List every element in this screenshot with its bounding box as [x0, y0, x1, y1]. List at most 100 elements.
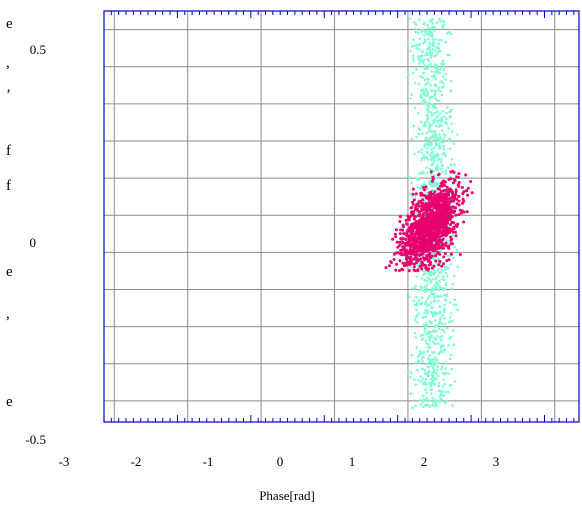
point-cyan [449, 263, 453, 266]
point-cyan [446, 106, 449, 109]
point-cyan [437, 47, 441, 50]
point-cyan [434, 402, 438, 405]
point-magenta [431, 249, 435, 253]
point-magenta [436, 219, 440, 223]
point-cyan [419, 380, 423, 383]
point-cyan [452, 256, 455, 260]
point-magenta [414, 236, 418, 240]
point-cyan [414, 383, 417, 387]
point-cyan [440, 116, 443, 119]
point-cyan [429, 53, 433, 56]
point-cyan [438, 311, 442, 315]
point-cyan [438, 147, 441, 150]
point-magenta [445, 207, 448, 211]
point-cyan [427, 101, 431, 105]
point-cyan [441, 19, 444, 22]
point-cyan [436, 335, 439, 338]
point-cyan [419, 120, 423, 124]
point-cyan [434, 97, 437, 100]
point-magenta [411, 187, 415, 191]
point-cyan [424, 327, 427, 330]
point-cyan [430, 306, 434, 310]
point-cyan [417, 44, 421, 47]
point-cyan [410, 371, 413, 375]
point-cyan [434, 319, 437, 322]
point-cyan [415, 275, 419, 278]
point-cyan [415, 346, 419, 350]
point-magenta [415, 244, 418, 248]
point-cyan [421, 351, 425, 355]
point-magenta [407, 269, 411, 273]
point-cyan [420, 29, 423, 32]
point-cyan [426, 297, 430, 300]
point-cyan [437, 288, 441, 291]
point-cyan [420, 101, 424, 105]
point-magenta [451, 230, 455, 234]
point-cyan [432, 330, 436, 334]
point-magenta [421, 203, 425, 206]
point-cyan [422, 273, 425, 276]
point-cyan [407, 41, 410, 45]
point-cyan [439, 345, 443, 349]
point-cyan [437, 176, 441, 179]
point-cyan [434, 286, 438, 289]
point-cyan [440, 389, 443, 393]
point-magenta [417, 210, 421, 214]
point-cyan [435, 99, 439, 102]
point-magenta [421, 261, 425, 265]
point-cyan [442, 378, 446, 382]
point-cyan [407, 175, 411, 179]
point-magenta [465, 210, 469, 214]
point-cyan [437, 295, 441, 298]
point-cyan [428, 354, 432, 357]
point-cyan [435, 281, 438, 284]
point-cyan [419, 197, 422, 200]
point-magenta [407, 260, 411, 264]
point-cyan [445, 111, 448, 115]
point-magenta [409, 255, 413, 259]
point-magenta [460, 186, 464, 189]
point-magenta [439, 194, 443, 198]
point-cyan [430, 140, 433, 143]
point-cyan [431, 130, 435, 134]
point-cyan [450, 122, 453, 126]
point-cyan [417, 378, 420, 382]
point-cyan [431, 403, 435, 407]
point-cyan [411, 71, 415, 75]
point-cyan [430, 158, 433, 162]
point-magenta [439, 203, 443, 207]
point-magenta [451, 191, 454, 195]
point-cyan [439, 295, 443, 298]
point-cyan [440, 392, 443, 396]
point-cyan [424, 30, 428, 33]
point-cyan [436, 119, 440, 123]
point-magenta [443, 188, 447, 192]
point-cyan [428, 41, 431, 45]
point-cyan [428, 34, 432, 38]
point-cyan [414, 23, 418, 26]
point-cyan [432, 162, 435, 165]
point-magenta [437, 172, 441, 176]
point-cyan [430, 148, 434, 151]
point-cyan [417, 299, 421, 302]
point-cyan [419, 334, 423, 338]
point-cyan [418, 37, 422, 40]
point-cyan [449, 32, 453, 36]
point-magenta [440, 225, 444, 229]
point-magenta [422, 208, 426, 212]
point-cyan [427, 404, 431, 407]
point-magenta [449, 228, 453, 232]
point-cyan [456, 308, 459, 312]
point-magenta [421, 198, 425, 202]
point-magenta [429, 170, 433, 174]
point-cyan [441, 350, 445, 354]
point-cyan [436, 137, 440, 141]
point-cyan [427, 78, 430, 81]
point-magenta [470, 191, 474, 195]
point-cyan [435, 368, 439, 372]
point-cyan [438, 279, 441, 283]
point-cyan [433, 70, 437, 74]
point-magenta [438, 235, 441, 239]
point-magenta [427, 249, 431, 252]
point-cyan [424, 66, 427, 70]
